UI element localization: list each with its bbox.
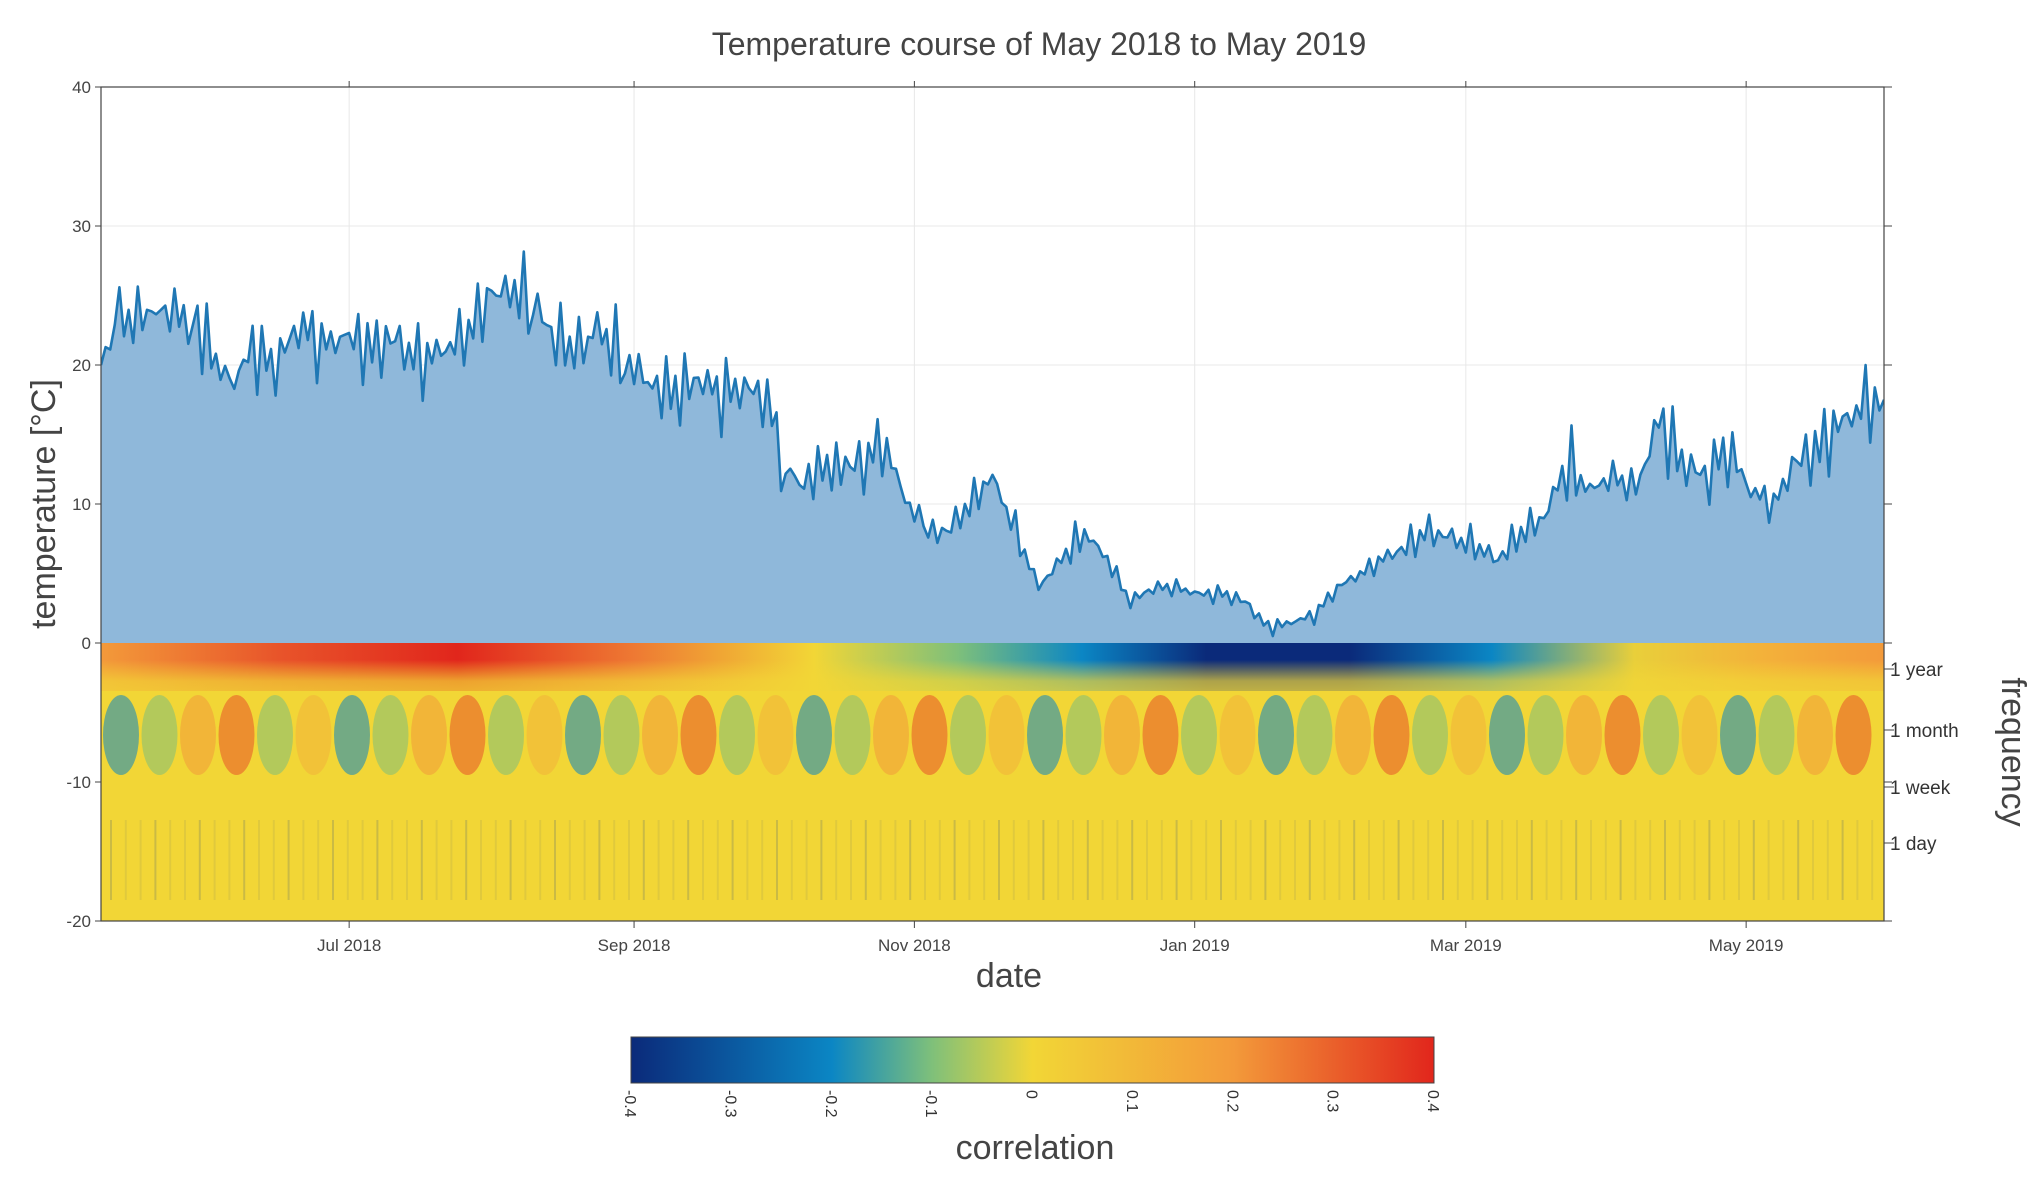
colorbar-tick-label: 0.2 [1223, 1090, 1240, 1112]
heatmap-feature [180, 695, 216, 775]
temperature-line [101, 250, 1884, 638]
x-tick-label: Nov 2018 [878, 936, 951, 955]
heatmap-feature [1258, 695, 1294, 775]
colorbar-tick-label: -0.2 [822, 1090, 839, 1118]
x-tick-label: Mar 2019 [1430, 936, 1502, 955]
heatmap-features [103, 695, 1874, 900]
heatmap-feature [1296, 695, 1333, 775]
heatmap-feature [372, 695, 409, 775]
heatmap-feature [950, 695, 986, 775]
frequency-axis-labels: 1 year 1 month 1 week 1 day [1884, 660, 1959, 855]
frequency-label: 1 year [1890, 660, 1943, 681]
y-tick-label: 20 [72, 356, 91, 375]
heatmap-feature [257, 695, 293, 775]
heatmap-feature [1720, 695, 1756, 775]
heatmap-feature [911, 695, 948, 775]
heatmap-feature [1219, 695, 1256, 775]
colorbar-tick-label: 0 [1023, 1090, 1040, 1099]
frequency-label: 1 month [1890, 721, 1959, 742]
heatmap-feature [449, 695, 486, 775]
colorbar-tick-label: -0.4 [621, 1090, 638, 1118]
heatmap-feature [1181, 695, 1217, 775]
heatmap-feature [1489, 695, 1525, 775]
heatmap-feature [1065, 695, 1102, 775]
colorbar [630, 1036, 1435, 1084]
y-tick-label: -20 [66, 912, 91, 931]
y-axis-title: temperature [°C] [25, 379, 63, 629]
y-tick-label: 0 [82, 634, 91, 653]
heatmap-feature [1412, 695, 1448, 775]
heatmap-feature [141, 695, 178, 775]
temperature-area-layer [101, 250, 1884, 643]
colorbar-tick-label: 0.3 [1324, 1090, 1341, 1112]
colorbar-tick-label: -0.3 [721, 1090, 738, 1118]
heatmap-feature [680, 695, 717, 775]
heatmap-feature [334, 695, 370, 775]
heatmap-feature [1681, 695, 1718, 775]
y-tick-label: -10 [66, 773, 91, 792]
y-tick-label: 10 [72, 495, 91, 514]
heatmap-feature [1527, 695, 1564, 775]
heatmap-feature [1335, 695, 1371, 775]
heatmap-feature [1450, 695, 1487, 775]
heatmap-feature [1566, 695, 1602, 775]
heatmap-feature [1797, 695, 1833, 775]
frequency-label: 1 day [1890, 834, 1937, 855]
wavelet-heatmap [101, 643, 1884, 921]
colorbar-ticks: -0.4 -0.3 -0.2 -0.1 0 0.1 0.2 0.3 0.4 [621, 1090, 1441, 1118]
heatmap-feature [565, 695, 601, 775]
heatmap-feature [988, 695, 1025, 775]
y-axis-ticks: -20 -10 0 10 20 30 40 [66, 78, 1892, 931]
heatmap-feature [1758, 695, 1795, 775]
temperature-area [101, 251, 1884, 643]
heatmap-feature [103, 695, 139, 775]
heatmap-feature [1373, 695, 1410, 775]
x-axis-ticks: Jul 2018 Sep 2018 Nov 2018 Jan 2019 Mar 2019… [317, 81, 1783, 955]
x-axis-title: date [976, 957, 1042, 995]
heatmap-feature [1104, 695, 1140, 775]
frequency-axis-title: frequency [1994, 677, 2032, 826]
colorbar-tick-label: 0.4 [1424, 1090, 1441, 1112]
heatmap-feature [603, 695, 640, 775]
heatmap-feature [218, 695, 255, 775]
heatmap-feature [642, 695, 678, 775]
heatmap-feature [526, 695, 563, 775]
chart-title: Temperature course of May 2018 to May 20… [712, 26, 1367, 62]
x-tick-label: Jul 2018 [317, 936, 381, 955]
heatmap-feature [1142, 695, 1179, 775]
colorbar-title: correlation [956, 1129, 1115, 1167]
heatmap-feature [488, 695, 524, 775]
y-tick-label: 40 [72, 78, 91, 97]
heatmap-feature [757, 695, 794, 775]
heatmap-feature [834, 695, 871, 775]
colorbar-tick-label: 0.1 [1123, 1090, 1140, 1112]
heatmap-feature [719, 695, 755, 775]
heatmap-feature [1643, 695, 1679, 775]
heatmap-feature [411, 695, 447, 775]
heatmap-feature [1835, 695, 1872, 775]
x-tick-label: Sep 2018 [598, 936, 671, 955]
heatmap-feature [1027, 695, 1063, 775]
heatmap-feature [796, 695, 832, 775]
y-tick-label: 30 [72, 217, 91, 236]
colorbar-tick-label: -0.1 [922, 1090, 939, 1118]
x-tick-label: May 2019 [1709, 936, 1784, 955]
frequency-label: 1 week [1890, 778, 1951, 799]
heatmap-feature [295, 695, 332, 775]
heatmap-feature [873, 695, 909, 775]
x-tick-label: Jan 2019 [1160, 936, 1230, 955]
heatmap-feature [1604, 695, 1641, 775]
